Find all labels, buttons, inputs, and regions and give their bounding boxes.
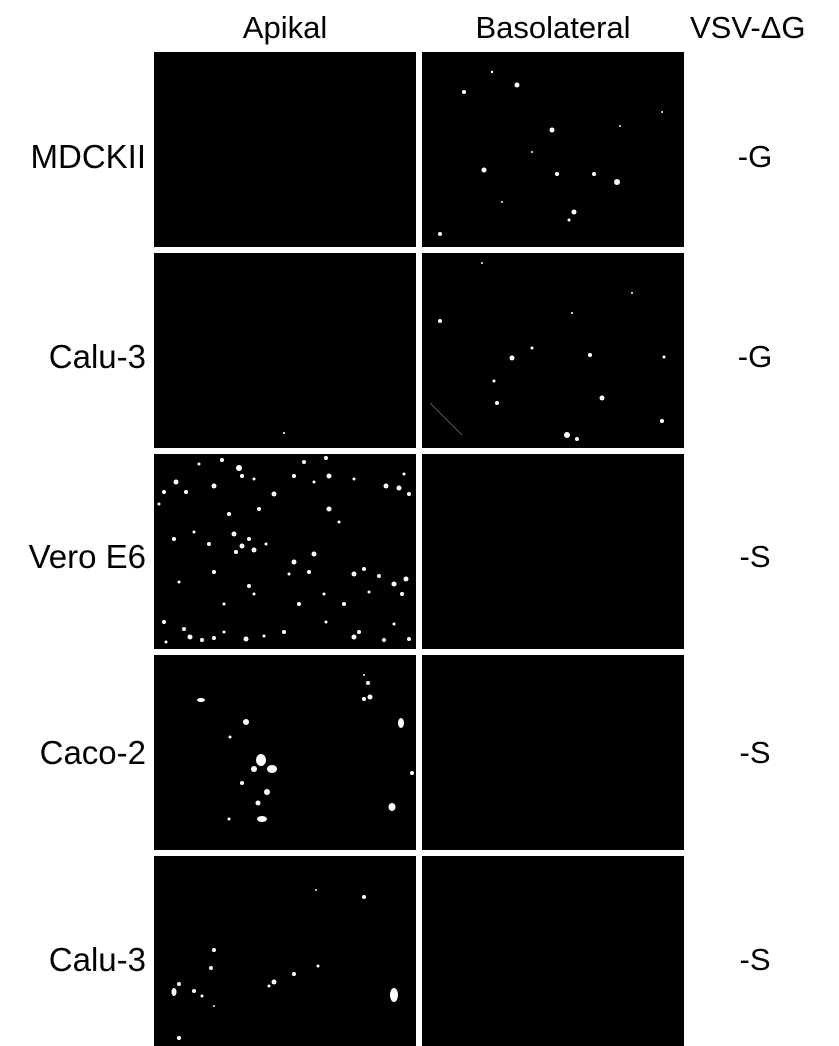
- virus-label-row-4: -S: [739, 735, 771, 770]
- row-label-mdckii: MDCKII: [30, 138, 147, 175]
- panel-calu3-g-apical: [154, 253, 416, 448]
- panel-vero-e6-basolateral: [422, 454, 684, 649]
- virus-label-row-1: -G: [737, 139, 773, 174]
- column-header-virus: VSV-ΔG: [690, 10, 806, 45]
- panel-calu3-g-basolateral: [422, 253, 684, 448]
- panel-caco2-apical: [154, 655, 416, 850]
- row-label-calu3-g: Calu-3: [48, 338, 146, 375]
- panel-calu3-s-basolateral: [422, 856, 684, 1046]
- virus-label-row-5: -S: [739, 942, 771, 977]
- virus-label-row-3: -S: [739, 539, 771, 574]
- row-label-calu3-s: Calu-3: [48, 941, 146, 978]
- virus-label-row-2: -G: [737, 339, 773, 374]
- panel-mdckii-apical: [154, 52, 416, 247]
- panel-vero-e6-apical: [154, 454, 416, 649]
- panel-caco2-basolateral: [422, 655, 684, 850]
- column-header-basolateral: Basolateral: [475, 10, 631, 45]
- column-header-apical: Apikal: [242, 10, 328, 45]
- panel-calu3-s-apical: [154, 856, 416, 1046]
- row-label-caco2: Caco-2: [39, 734, 146, 771]
- panel-mdckii-basolateral: [422, 52, 684, 247]
- row-label-vero-e6: Vero E6: [28, 538, 146, 575]
